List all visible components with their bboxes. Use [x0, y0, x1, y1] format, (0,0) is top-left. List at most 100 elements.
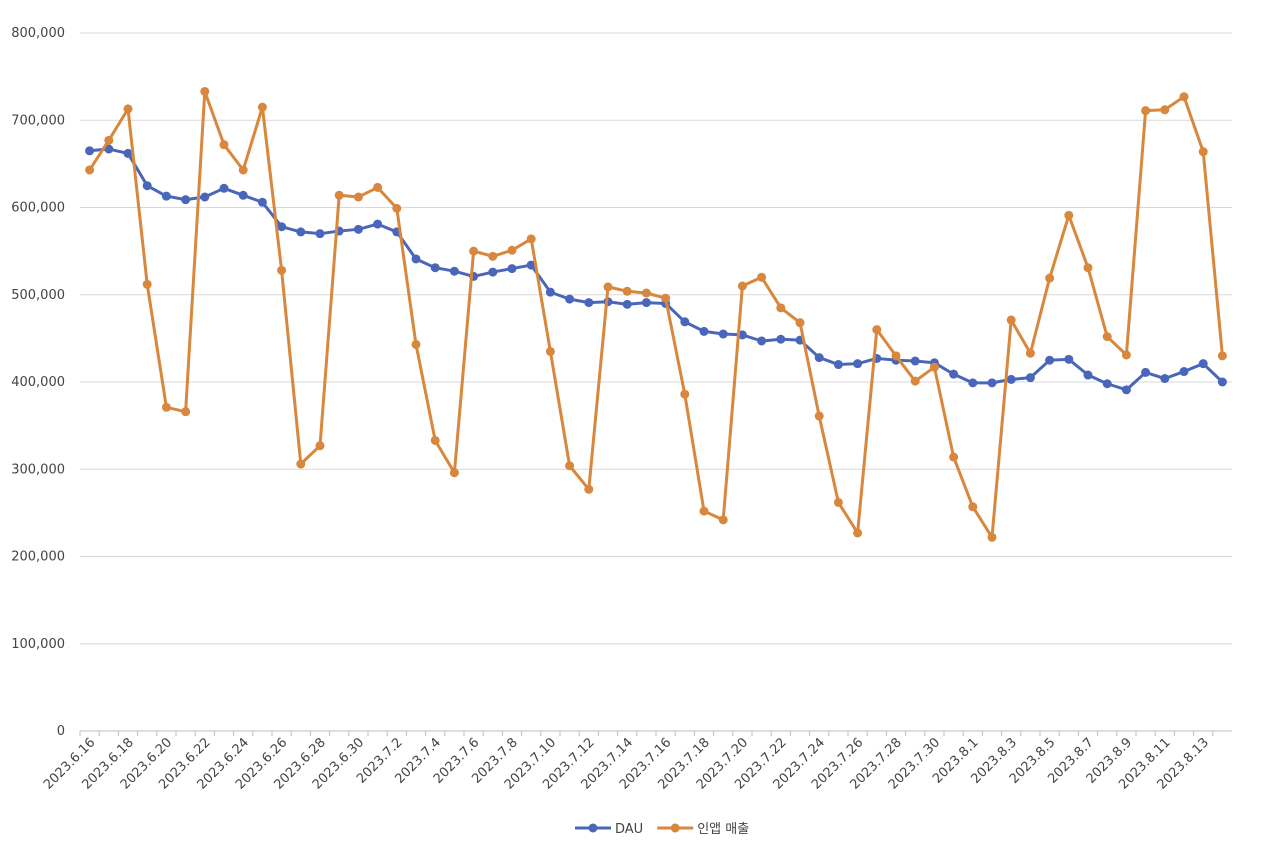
- point: [1006, 374, 1016, 384]
- point: [757, 336, 767, 346]
- point: [814, 353, 824, 363]
- point: [200, 86, 210, 96]
- y-tick-label: 0: [57, 724, 65, 739]
- point: [1083, 370, 1093, 380]
- point: [1141, 106, 1151, 116]
- point: [526, 234, 536, 244]
- point: [1064, 210, 1074, 220]
- point: [910, 356, 920, 366]
- point: [833, 360, 843, 370]
- point: [1217, 377, 1227, 387]
- point: [661, 293, 671, 303]
- legend-label: 인앱 매출: [697, 822, 749, 837]
- point: [142, 279, 152, 289]
- point: [1179, 367, 1189, 377]
- y-tick-label: 700,000: [11, 113, 65, 128]
- point: [373, 219, 383, 229]
- point: [1160, 105, 1170, 115]
- point: [1141, 367, 1151, 377]
- y-tick-label: 400,000: [11, 375, 65, 390]
- point: [277, 265, 287, 275]
- point: [104, 144, 114, 154]
- y-tick-label: 200,000: [11, 550, 65, 565]
- y-tick-label: 300,000: [11, 462, 65, 477]
- point: [699, 326, 709, 336]
- point: [737, 330, 747, 340]
- point: [1121, 350, 1131, 360]
- point: [507, 264, 517, 274]
- legend-marker: [588, 823, 598, 833]
- point: [987, 532, 997, 542]
- point: [987, 378, 997, 388]
- point: [238, 190, 248, 200]
- point: [814, 411, 824, 421]
- point: [968, 378, 978, 388]
- point: [1121, 385, 1131, 395]
- point: [353, 192, 363, 202]
- point: [1025, 348, 1035, 358]
- point: [257, 102, 267, 112]
- point: [1198, 359, 1208, 369]
- point: [373, 182, 383, 192]
- legend-label: DAU: [615, 822, 643, 837]
- point: [776, 334, 786, 344]
- point: [833, 497, 843, 507]
- point: [949, 452, 959, 462]
- point: [296, 459, 306, 469]
- point: [584, 484, 594, 494]
- point: [181, 195, 191, 205]
- point: [353, 224, 363, 234]
- point: [1217, 351, 1227, 361]
- point: [545, 287, 555, 297]
- point: [392, 203, 402, 213]
- point: [891, 351, 901, 361]
- point: [1179, 92, 1189, 102]
- point: [85, 146, 95, 156]
- point: [315, 441, 325, 451]
- point: [622, 286, 632, 296]
- point: [641, 298, 651, 308]
- point: [1160, 374, 1170, 384]
- point: [411, 339, 421, 349]
- point: [507, 245, 517, 255]
- point: [853, 359, 863, 369]
- point: [238, 165, 248, 175]
- point: [1083, 263, 1093, 273]
- point: [219, 183, 229, 193]
- point: [219, 140, 229, 150]
- point: [430, 435, 440, 445]
- point: [718, 515, 728, 525]
- y-tick-label: 500,000: [11, 288, 65, 303]
- point: [853, 528, 863, 538]
- point: [872, 325, 882, 335]
- point: [603, 282, 613, 292]
- point: [104, 135, 114, 145]
- point: [1045, 273, 1055, 283]
- point: [680, 389, 690, 399]
- point: [680, 317, 690, 327]
- point: [1102, 379, 1112, 389]
- point: [200, 192, 210, 202]
- point: [545, 346, 555, 356]
- point: [142, 181, 152, 191]
- point: [161, 402, 171, 412]
- point: [699, 506, 709, 516]
- point: [968, 502, 978, 512]
- point: [1198, 147, 1208, 157]
- point: [411, 254, 421, 264]
- y-tick-label: 600,000: [11, 201, 65, 216]
- series-line: [88, 89, 1224, 539]
- point: [1102, 332, 1112, 342]
- y-tick-label: 100,000: [11, 637, 65, 652]
- point: [123, 148, 133, 158]
- point: [929, 362, 939, 372]
- point: [181, 407, 191, 417]
- point: [910, 376, 920, 386]
- point: [85, 165, 95, 175]
- y-tick-label: 800,000: [11, 26, 65, 41]
- point: [277, 222, 287, 232]
- point: [737, 281, 747, 291]
- legend-marker: [670, 823, 680, 833]
- point: [488, 251, 498, 261]
- point: [161, 191, 171, 201]
